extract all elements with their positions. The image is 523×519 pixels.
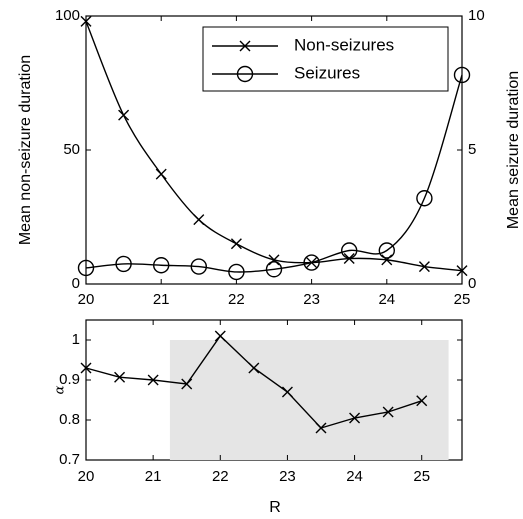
shaded-region — [169, 340, 449, 460]
bottom-x-tick-label: 24 — [346, 468, 363, 485]
point-non-seizures — [418, 261, 430, 273]
top-x-tick-label: 20 — [78, 291, 95, 308]
alpha-point — [181, 378, 193, 390]
point-seizures — [190, 258, 208, 275]
top-left-y-tick-label: 100 — [55, 7, 80, 24]
top-x-tick-label: 24 — [378, 291, 395, 308]
top-x-tick-label: 25 — [454, 291, 471, 308]
legend-x-marker-icon — [239, 40, 251, 52]
point-seizures — [303, 254, 320, 271]
point-seizures — [378, 242, 395, 259]
point-seizures — [77, 259, 95, 277]
point-non-seizures — [456, 265, 468, 277]
bottom-ticks: 20 21 22 23 24 25 0.7 0.8 0.9 1 — [59, 320, 462, 485]
alpha-point — [80, 362, 92, 374]
bottom-x-tick-label: 20 — [78, 468, 95, 485]
top-right-y-tick-label: 5 — [468, 141, 476, 158]
bottom-ylabel: α — [53, 385, 68, 394]
alpha-point — [248, 362, 260, 374]
bottom-x-tick-label: 23 — [279, 468, 296, 485]
point-seizures — [152, 257, 170, 274]
bottom-xlabel: R — [269, 499, 281, 516]
top-left-y-tick-label: 0 — [72, 275, 80, 292]
point-seizures — [453, 66, 471, 84]
bottom-y-tick-label: 0.8 — [59, 411, 80, 428]
point-non-seizures — [155, 168, 167, 180]
point-seizures — [115, 255, 132, 273]
point-seizures — [228, 263, 245, 281]
top-x-tick-label: 21 — [153, 291, 170, 308]
legend-label-seizures: Seizures — [294, 63, 360, 82]
point-non-seizures — [80, 15, 92, 27]
top-x-tick-label: 22 — [228, 291, 245, 308]
legend-circle-marker-icon — [236, 65, 254, 83]
top-left-ylabel: Mean non-seizure duration — [17, 55, 34, 245]
bottom-x-tick-label: 21 — [145, 468, 162, 485]
bottom-y-tick-label: 0.7 — [59, 451, 80, 468]
top-x-tick-label: 23 — [303, 291, 320, 308]
point-non-seizures — [193, 214, 205, 226]
alpha-point — [114, 371, 126, 383]
bottom-y-tick-label: 1 — [72, 331, 80, 348]
top-left-y-tick-label: 50 — [63, 141, 80, 158]
legend-label-non-seizures: Non-seizures — [294, 35, 394, 54]
top-right-y-tick-label: 0 — [468, 275, 476, 292]
top-right-y-tick-label: 10 — [468, 7, 485, 24]
alpha-point — [147, 374, 159, 386]
point-seizures — [341, 242, 358, 259]
alpha-point — [349, 412, 361, 424]
alpha-point — [382, 406, 394, 418]
bottom-y-tick-label: 0.9 — [59, 371, 80, 388]
legend: Non-seizures Seizures — [202, 26, 449, 92]
point-non-seizures — [230, 238, 242, 250]
bottom-x-tick-label: 22 — [212, 468, 229, 485]
top-series — [77, 15, 471, 281]
bottom-series — [80, 330, 428, 434]
point-seizures — [265, 261, 283, 278]
series-line-non-seizures — [85, 21, 463, 272]
alpha-point — [416, 395, 428, 407]
legend-x-marker — [239, 40, 251, 52]
alpha-point — [281, 386, 293, 398]
point-seizures — [416, 190, 433, 207]
point-non-seizures — [118, 109, 130, 121]
bottom-x-tick-label: 25 — [413, 468, 430, 485]
legend-box — [202, 26, 449, 92]
alpha-point — [315, 422, 327, 434]
top-right-ylabel: Mean seizure duration — [505, 71, 522, 229]
bottom-chart: 20 21 22 23 24 25 0.7 0.8 0.9 1 α R — [53, 319, 463, 516]
alpha-point — [214, 330, 226, 342]
